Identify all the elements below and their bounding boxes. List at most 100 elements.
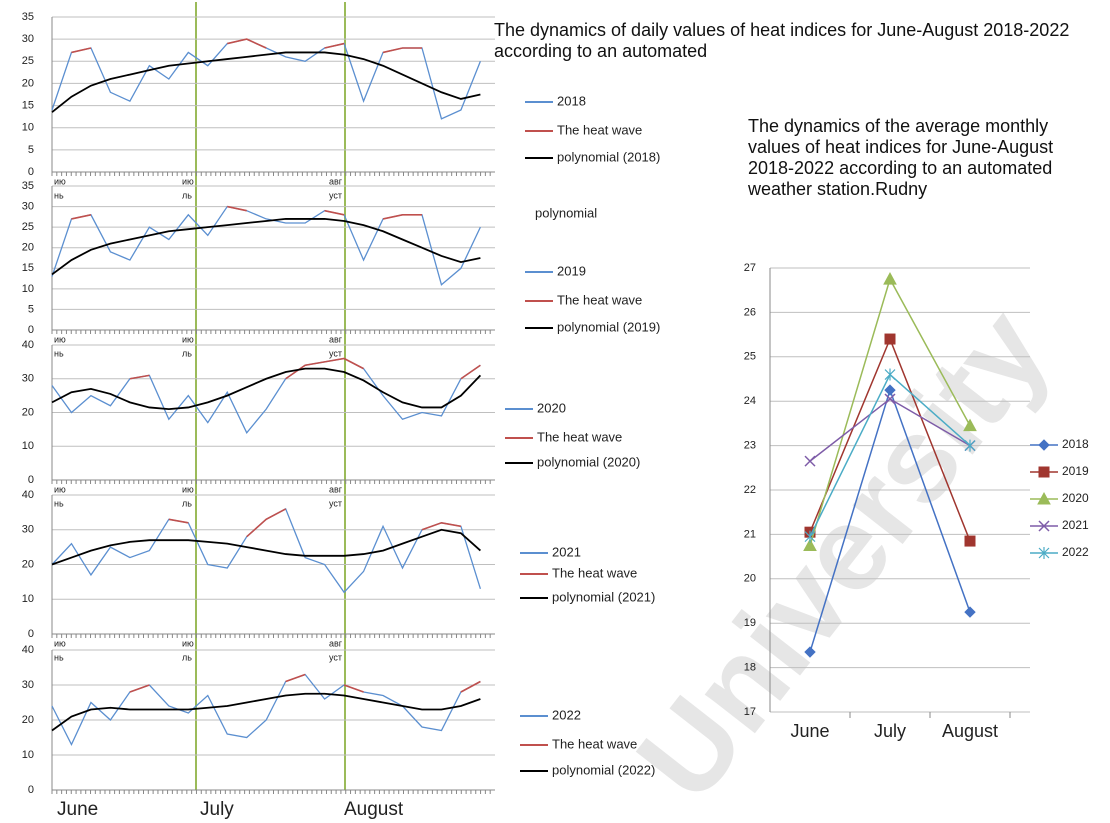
y-tick-label: 17 [744,706,756,718]
legend-label: The heat wave [552,736,637,751]
y-tick-label: 30 [22,679,34,691]
y-tick-label: 20 [22,714,34,726]
legend-label: The heat wave [557,292,642,307]
y-tick-label: 0 [28,784,34,796]
marker [884,368,896,381]
month-label: ль [182,498,192,508]
legend-label: 2020 [537,400,566,415]
y-tick-label: 20 [22,242,34,254]
marker [804,455,816,467]
month-label: авг [329,638,343,648]
marker [964,606,976,618]
legend-label: The heat wave [552,565,637,580]
month-label: ль [182,190,192,200]
x-tick-label: August [942,721,998,741]
series-line [129,684,150,693]
marker [803,538,817,551]
legend-label: polynomial (2022) [552,762,655,777]
series-line [460,364,481,380]
x-tick-label: June [790,721,829,741]
legend-label: polynomial (2021) [552,589,655,604]
series-line [227,38,267,49]
month-label: нь [54,348,64,358]
y-tick-label: 15 [22,99,34,111]
x-label: July [200,799,234,820]
marker [964,439,976,452]
watermark: University [611,284,1074,823]
legend-label: 2020 [1062,491,1089,505]
month-label: авг [329,484,343,494]
series-line [324,209,345,216]
y-tick-label: 19 [744,617,756,629]
y-tick-label: 20 [744,573,756,585]
y-tick-label: 21 [744,528,756,540]
month-label: ию [182,176,194,186]
month-label: уст [329,498,342,508]
marker [883,272,897,285]
y-tick-label: 10 [22,283,34,295]
legend-label: 2019 [1062,464,1089,478]
marker [964,535,976,547]
marker [1038,520,1050,532]
y-tick-label: 27 [744,262,756,274]
marker [804,530,816,543]
y-tick-label: 0 [28,474,34,486]
y-tick-label: 10 [22,749,34,761]
y-tick-label: 40 [22,339,34,351]
month-label: авг [329,176,343,186]
chart-title: The dynamics of the average monthly valu… [748,116,1054,199]
x-tick-label: July [874,721,906,741]
y-tick-label: 24 [744,395,756,407]
marker [884,333,896,345]
y-tick-label: 25 [744,351,756,363]
marker [804,646,816,658]
series-line [227,205,247,212]
y-tick-label: 5 [28,144,34,156]
y-tick-label: 20 [22,77,34,89]
series-line [129,374,150,380]
y-tick-label: 20 [22,406,34,418]
series-line [51,38,481,120]
legend-label: 2022 [1062,545,1089,559]
series-line [382,47,422,54]
month-label: ию [182,334,194,344]
legend-label: The heat wave [537,429,622,444]
month-label: авг [329,334,343,344]
y-tick-label: 25 [22,55,34,67]
marker [1038,466,1050,478]
y-tick-label: 10 [22,122,34,134]
y-tick-label: 10 [22,440,34,452]
series-line [343,684,364,693]
legend-label: 2018 [557,93,586,108]
series-line [324,42,345,49]
month-label: ль [182,652,192,662]
y-tick-label: 40 [22,489,34,501]
legend-label: polynomial (2019) [557,319,660,334]
y-tick-label: 26 [744,306,756,318]
series-line [71,47,92,54]
series-line [246,508,287,538]
series-line [51,673,481,746]
month-label: нь [54,498,64,508]
x-label: June [57,799,98,820]
month-label: уст [329,190,342,200]
month-label: уст [329,348,342,358]
y-tick-label: 30 [22,33,34,45]
legend-label: 2021 [1062,518,1089,532]
month-label: нь [54,652,64,662]
x-label: August [344,799,404,820]
marker [884,393,896,405]
y-tick-label: 30 [22,373,34,385]
legend-label: 2021 [552,544,581,559]
legend-label: polynomial (2018) [557,149,660,164]
y-tick-label: 35 [22,180,34,192]
y-tick-label: 30 [22,524,34,536]
series-line [51,692,481,732]
y-tick-label: 15 [22,262,34,274]
y-tick-label: 40 [22,644,34,656]
series-line [168,518,189,524]
series-line [51,357,481,434]
legend-label: 2019 [557,263,586,278]
